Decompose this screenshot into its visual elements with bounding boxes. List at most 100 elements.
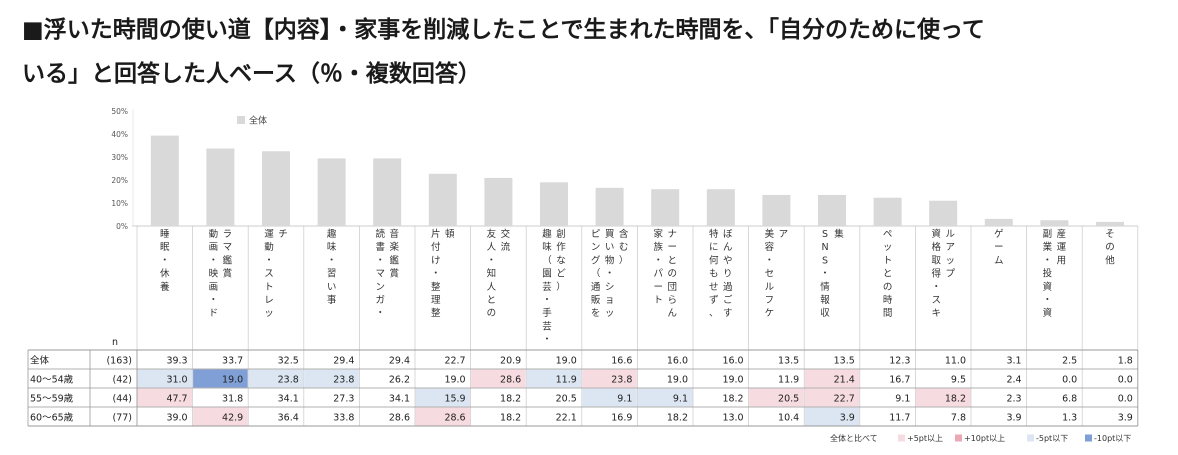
category-label-char: 集 — [834, 228, 844, 240]
category-label-char: 睡 — [160, 228, 170, 240]
highlight-cell — [415, 407, 471, 426]
category-label-char: ・ — [375, 308, 385, 319]
category-label-char: 事 — [327, 294, 337, 306]
category-label-char: ・ — [209, 295, 219, 306]
category-label-char: ナ — [667, 229, 677, 240]
bar-4 — [317, 158, 346, 226]
category-label-char: （ — [542, 254, 552, 266]
table-cell: 13.0 — [722, 413, 743, 424]
category-label-char: い — [327, 282, 337, 293]
category-label-char: そ — [1105, 229, 1115, 240]
category-label-char: 園 — [542, 269, 552, 280]
category-label-char: 時 — [883, 295, 893, 306]
category-label-char: ピ — [591, 229, 601, 240]
row-label: 60～65歳 — [30, 412, 74, 424]
table-cell: 18.2 — [500, 413, 521, 424]
note-swatch — [1027, 434, 1034, 442]
table-cell: 22.7 — [444, 356, 465, 367]
table-cell: 34.1 — [278, 394, 299, 405]
legend-swatch — [237, 116, 245, 124]
category-label-char: ペ — [883, 229, 893, 240]
bar-6 — [428, 173, 457, 226]
table-cell: 6.8 — [1062, 394, 1077, 405]
category-label-char: 友 — [487, 228, 497, 240]
category-label-char: 家 — [653, 228, 663, 240]
table-cell: 29.4 — [389, 356, 410, 367]
category-label-char: マ — [223, 242, 233, 253]
bar-15 — [929, 200, 958, 226]
category-label-char: 販 — [591, 294, 601, 306]
highlight-cell — [582, 369, 637, 388]
highlight-cell — [637, 388, 693, 407]
category-label-char: 習 — [327, 269, 337, 280]
category-label-char: グ — [591, 254, 601, 266]
category-label-char: ・ — [653, 255, 663, 266]
category-label-char: ） — [619, 254, 629, 266]
table-cell: 2.5 — [1062, 356, 1077, 367]
category-label-char: 族 — [653, 241, 663, 253]
chart-title: ■浮いた時間の使い道【内容】・家事を削減したことで生まれた時間を、「自分のために… — [22, 8, 1162, 96]
category-label-char: 格 — [931, 241, 941, 253]
table-cell: 11.7 — [889, 413, 910, 424]
row-label: 全体 — [30, 355, 50, 367]
row-n: (77) — [112, 413, 132, 424]
bar-11 — [706, 189, 735, 226]
row-label: 55～59歳 — [30, 393, 74, 405]
highlight-cell — [804, 407, 860, 426]
highlight-cell — [137, 369, 193, 388]
category-label-char: 養 — [160, 281, 170, 293]
bar-3 — [262, 151, 290, 226]
table-cell: 13.5 — [778, 356, 799, 367]
category-label-char: ・ — [160, 255, 170, 266]
category-label-char: ・ — [209, 255, 219, 266]
y-tick-label: 0% — [116, 222, 128, 231]
category-label-char: の — [667, 269, 677, 280]
category-label-char: 資 — [931, 228, 941, 240]
category-label-char: ス — [264, 269, 274, 280]
table-cell: 9.1 — [895, 394, 910, 405]
table-cell: 28.6 — [500, 375, 521, 386]
category-label-char: も — [709, 269, 719, 280]
table-cell: 23.8 — [333, 375, 354, 386]
category-label-char: ら — [667, 295, 677, 306]
table-cell: 3.9 — [840, 413, 855, 424]
category-label-char: S — [822, 255, 828, 266]
table-cell: 31.8 — [222, 394, 243, 405]
row-n: (44) — [112, 394, 132, 405]
category-label-char: 運 — [264, 229, 274, 240]
category-label-char: ） — [556, 281, 566, 293]
note-label: +10pt以上 — [964, 434, 1005, 443]
table-cell: 16.0 — [667, 356, 688, 367]
table-cell: 39.0 — [166, 413, 187, 424]
table-cell: 23.8 — [611, 375, 632, 386]
category-label-char: 読 — [375, 228, 385, 240]
category-label-char: 交 — [501, 228, 511, 240]
note-swatch — [955, 434, 962, 442]
category-label-char: 流 — [501, 241, 511, 253]
category-label-char: む — [619, 242, 629, 253]
category-label-char: ー — [667, 242, 677, 253]
bar-12 — [762, 194, 791, 226]
category-label-char: ぼ — [723, 229, 733, 240]
table-cell: 18.2 — [722, 394, 743, 405]
category-label-char: キ — [931, 308, 941, 319]
category-label-char: 作 — [556, 241, 566, 253]
category-label-char: ア — [945, 242, 955, 253]
category-label-char: に — [709, 242, 719, 253]
category-label-char: フ — [765, 295, 775, 306]
table-cell: 3.9 — [1118, 413, 1133, 424]
table-cell: 20.5 — [778, 394, 799, 405]
table-cell: 18.2 — [500, 394, 521, 405]
category-label-char: 人 — [487, 282, 497, 293]
table-cell: 47.7 — [166, 394, 187, 405]
category-label-char: 資 — [1043, 281, 1053, 293]
category-label-char: 楽 — [389, 241, 399, 253]
category-label-char: マ — [375, 269, 385, 280]
category-label-char: ・ — [487, 255, 497, 266]
category-label-char: 収 — [820, 307, 830, 319]
table-cell: 10.4 — [778, 413, 799, 424]
category-label-char: 整 — [431, 281, 441, 293]
highlight-cell — [471, 369, 526, 388]
table-cell: 0.0 — [1118, 394, 1133, 405]
title-line-1: ■浮いた時間の使い道【内容】・家事を削減したことで生まれた時間を、「自分のために… — [22, 17, 985, 43]
